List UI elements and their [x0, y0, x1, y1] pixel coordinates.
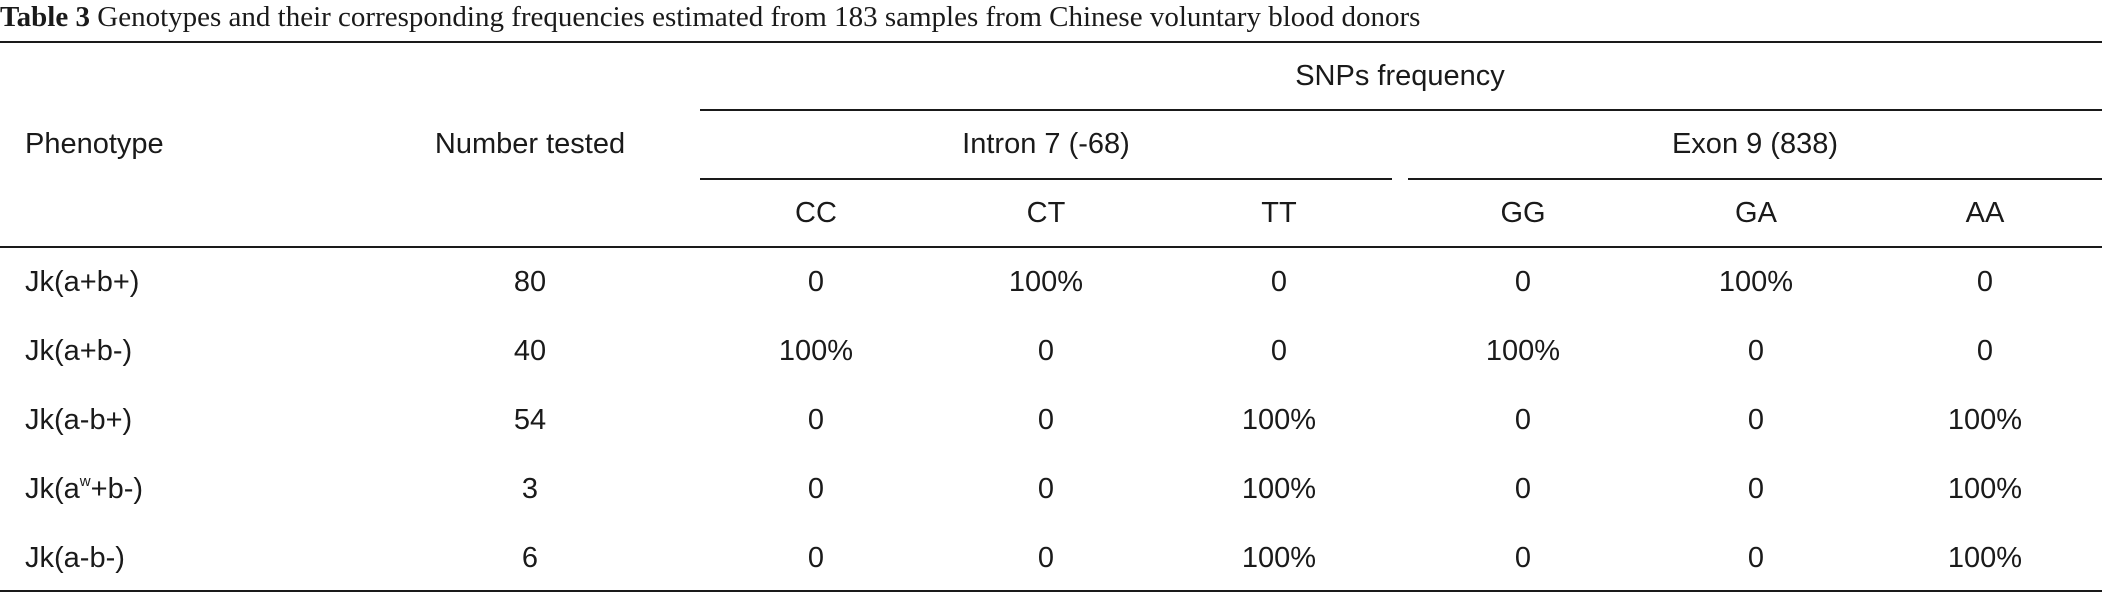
- cell-phenotype: Jk(a-b-): [25, 542, 125, 574]
- cell-gg: 0: [1514, 266, 1532, 298]
- header-bottom-rule: [0, 246, 2102, 248]
- cell-gg: 100%: [1485, 335, 1561, 367]
- cell-aa: 0: [1976, 266, 1994, 298]
- cell-ga: 100%: [1718, 266, 1794, 298]
- phenotype-suffix: +b-): [90, 473, 144, 505]
- cell-cc: 100%: [778, 335, 854, 367]
- cell-tt: 100%: [1241, 542, 1317, 574]
- cell-gg: 0: [1514, 542, 1532, 574]
- cell-aa: 100%: [1947, 473, 2023, 505]
- header-snps-frequency: SNPs frequency: [1295, 60, 1505, 92]
- cell-ga: 0: [1747, 404, 1765, 436]
- cell-ct: 0: [1037, 404, 1055, 436]
- table-caption: Table 3 Genotypes and their correspondin…: [0, 0, 1420, 34]
- header-col-tt: TT: [1261, 197, 1297, 229]
- cell-number: 3: [521, 473, 539, 505]
- cell-cc: 0: [807, 404, 825, 436]
- caption-text: Genotypes and their corresponding freque…: [97, 1, 1421, 33]
- header-phenotype: Phenotype: [25, 128, 164, 160]
- cell-gg: 0: [1514, 404, 1532, 436]
- cell-phenotype: Jk(a+b-): [25, 335, 133, 367]
- cell-number: 80: [513, 266, 547, 298]
- cell-phenotype: Jk(a-b+): [25, 404, 133, 436]
- header-col-ga: GA: [1735, 197, 1777, 229]
- cell-ga: 0: [1747, 542, 1765, 574]
- cell-aa: 100%: [1947, 404, 2023, 436]
- cell-cc: 0: [807, 266, 825, 298]
- phenotype-prefix: Jk(a: [25, 473, 80, 505]
- top-rule: [0, 41, 2102, 43]
- header-col-ct: CT: [1026, 197, 1066, 229]
- cell-number: 6: [521, 542, 539, 574]
- cell-number: 54: [513, 404, 547, 436]
- phenotype-superscript: w: [79, 473, 91, 490]
- cell-ct: 0: [1037, 335, 1055, 367]
- cell-gg: 0: [1514, 473, 1532, 505]
- header-col-aa: AA: [1965, 197, 2005, 229]
- bottom-rule: [0, 590, 2102, 592]
- cell-number: 40: [513, 335, 547, 367]
- cell-ct: 0: [1037, 473, 1055, 505]
- snps-underline: [700, 109, 2102, 111]
- header-intron-group: Intron 7 (-68): [962, 128, 1130, 160]
- header-col-gg: GG: [1500, 197, 1546, 229]
- cell-phenotype: Jk(aw+b-): [25, 472, 305, 506]
- cell-ct: 0: [1037, 542, 1055, 574]
- caption-label: Table 3: [0, 1, 90, 33]
- exon-underline: [1408, 178, 2102, 180]
- cell-aa: 100%: [1947, 542, 2023, 574]
- cell-ga: 0: [1747, 335, 1765, 367]
- cell-aa: 0: [1976, 335, 1994, 367]
- cell-tt: 0: [1270, 335, 1288, 367]
- cell-ct: 100%: [1008, 266, 1084, 298]
- cell-tt: 100%: [1241, 404, 1317, 436]
- header-number-tested: Number tested: [434, 128, 626, 160]
- cell-tt: 100%: [1241, 473, 1317, 505]
- cell-tt: 0: [1270, 266, 1288, 298]
- cell-cc: 0: [807, 542, 825, 574]
- cell-cc: 0: [807, 473, 825, 505]
- cell-ga: 0: [1747, 473, 1765, 505]
- header-col-cc: CC: [795, 197, 837, 229]
- cell-phenotype: Jk(a+b+): [25, 266, 140, 298]
- intron-underline: [700, 178, 1392, 180]
- header-exon-group: Exon 9 (838): [1671, 128, 1839, 160]
